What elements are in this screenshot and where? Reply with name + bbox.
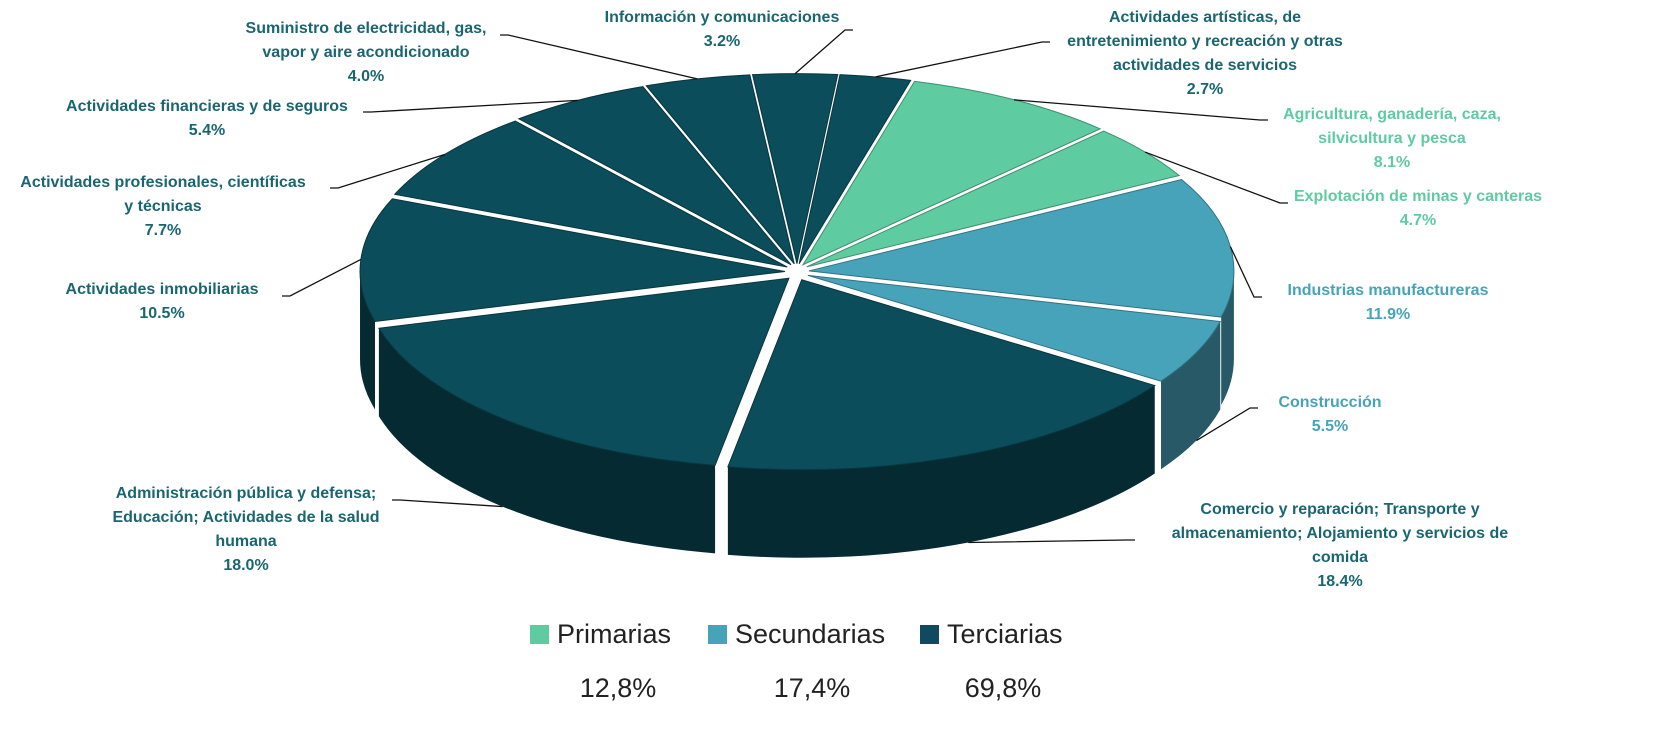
slice-value-label: 5.5% [1312,418,1348,435]
legend-value: 69,8% [965,673,1042,703]
slice-label: actividades de servicios [1113,57,1297,74]
leader-line [1196,407,1258,442]
slice [645,74,795,265]
leader-line [1229,246,1262,298]
slice [801,80,1102,266]
slice-value-label: 4.0% [348,68,384,85]
slice-side [727,385,1155,558]
slice-label: Comercio y reparación; Transporte y [1200,501,1479,518]
slice-label: Suministro de electricidad, gas, [246,20,487,37]
slice-value-label: 2.7% [1187,81,1223,98]
leader-line [363,99,578,113]
slice [808,179,1235,318]
slice [378,277,790,466]
slice-label: Educación; Actividades de la salud [112,509,379,526]
slice [517,86,792,266]
slice-label: Actividades financieras y de seguros [66,98,348,115]
leader-line [875,41,1050,78]
slice-label: vapor y aire acondicionado [262,44,469,61]
slice [727,279,1156,471]
slice-label: Explotación de minas y canteras [1294,188,1542,205]
legend-swatch [530,625,549,644]
slice-label: Información y comunicaciones [605,9,840,26]
legend-value: 17,4% [774,673,851,703]
slice [798,74,912,264]
slice-value-label: 18.0% [223,557,268,574]
leader-line [1144,151,1288,204]
legend-swatch [920,625,939,644]
slice [751,73,839,264]
legend-label: Terciarias [947,619,1063,649]
slice-label: Actividades artísticas, de [1109,9,1301,26]
legend-label: Primarias [557,619,671,649]
legend-swatch [708,625,727,644]
slice-value-label: 4.7% [1400,212,1436,229]
slice-label: humana [215,533,276,550]
slice-value-label: 5.4% [189,122,225,139]
slice-value-label: 3.2% [704,33,740,50]
leader-line [392,499,503,508]
slice [807,274,1222,382]
leader-line [330,153,446,189]
slice-label: silvicultura y pesca [1318,130,1466,147]
slice-value-label: 10.5% [139,305,184,322]
slice-label: Industrias manufactureras [1288,282,1489,299]
slice-label: Administración pública y defensa; [116,485,377,502]
slice-label: y técnicas [124,198,201,215]
leader-line [1014,99,1268,121]
slice-label: almacenamiento; Alojamiento y servicios … [1172,525,1509,542]
leader-line [794,29,853,75]
slice-value-label: 8.1% [1374,154,1410,171]
slice-label: Actividades profesionales, científicas [20,174,306,191]
legend-label: Secundarias [735,619,885,649]
slice-label: comida [1312,549,1368,566]
slice-label: Agricultura, ganadería, caza, [1283,106,1501,123]
slice-side [378,328,716,554]
slice-value-label: 18.4% [1317,573,1362,590]
slice-side [1161,321,1221,470]
slice-side [360,271,376,410]
slice-label: Construcción [1278,394,1381,411]
slice [359,198,786,323]
slice-label: entretenimiento y recreación y otras [1067,33,1343,50]
slice-label: Actividades inmobiliarias [66,281,259,298]
legend-value: 12,8% [580,673,657,703]
leader-line [500,34,698,80]
slice-side [1221,270,1234,406]
slice-value-label: 7.7% [145,222,181,239]
leader-line [282,258,362,297]
slice-value-label: 11.9% [1366,306,1410,323]
leader-line [968,539,1135,544]
